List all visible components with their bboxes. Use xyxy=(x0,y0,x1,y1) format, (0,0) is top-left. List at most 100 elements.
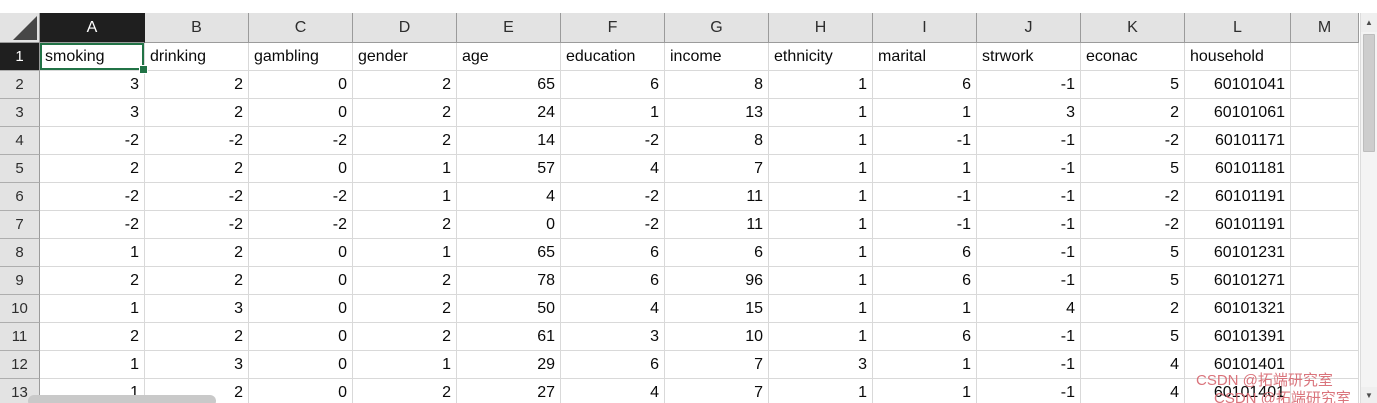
cell-B8[interactable]: 2 xyxy=(145,239,249,267)
row-header-4[interactable]: 4 xyxy=(0,127,40,155)
cell-G12[interactable]: 7 xyxy=(665,351,769,379)
cell-F6[interactable]: -2 xyxy=(561,183,665,211)
cell-B12[interactable]: 3 xyxy=(145,351,249,379)
cell-I4[interactable]: -1 xyxy=(873,127,977,155)
cell-I13[interactable]: 1 xyxy=(873,379,977,403)
cell-C5[interactable]: 0 xyxy=(249,155,353,183)
fill-handle[interactable] xyxy=(139,65,148,74)
cell-K12[interactable]: 4 xyxy=(1081,351,1185,379)
cell-G6[interactable]: 11 xyxy=(665,183,769,211)
row-header-5[interactable]: 5 xyxy=(0,155,40,183)
cell-F10[interactable]: 4 xyxy=(561,295,665,323)
cell-E7[interactable]: 0 xyxy=(457,211,561,239)
cell-J4[interactable]: -1 xyxy=(977,127,1081,155)
cell-C3[interactable]: 0 xyxy=(249,99,353,127)
cell-G7[interactable]: 11 xyxy=(665,211,769,239)
cell-K9[interactable]: 5 xyxy=(1081,267,1185,295)
cell-A12[interactable]: 1 xyxy=(40,351,145,379)
cell-L9[interactable]: 60101271 xyxy=(1185,267,1291,295)
row-header-12[interactable]: 12 xyxy=(0,351,40,379)
cell-D11[interactable]: 2 xyxy=(353,323,457,351)
cell-J8[interactable]: -1 xyxy=(977,239,1081,267)
row-header-10[interactable]: 10 xyxy=(0,295,40,323)
cell-D8[interactable]: 1 xyxy=(353,239,457,267)
vertical-scrollbar[interactable]: ▲ ▼ xyxy=(1360,13,1377,403)
cell-M7[interactable] xyxy=(1291,211,1359,239)
cell-G10[interactable]: 15 xyxy=(665,295,769,323)
column-header-G[interactable]: G xyxy=(665,13,769,43)
cell-K1[interactable]: econac xyxy=(1081,43,1185,71)
row-header-13[interactable]: 13 xyxy=(0,379,40,403)
cell-I12[interactable]: 1 xyxy=(873,351,977,379)
cell-J3[interactable]: 3 xyxy=(977,99,1081,127)
cell-K10[interactable]: 2 xyxy=(1081,295,1185,323)
cell-I7[interactable]: -1 xyxy=(873,211,977,239)
cell-M3[interactable] xyxy=(1291,99,1359,127)
cell-L6[interactable]: 60101191 xyxy=(1185,183,1291,211)
cell-C8[interactable]: 0 xyxy=(249,239,353,267)
cell-L4[interactable]: 60101171 xyxy=(1185,127,1291,155)
cell-K8[interactable]: 5 xyxy=(1081,239,1185,267)
cell-B7[interactable]: -2 xyxy=(145,211,249,239)
cell-E6[interactable]: 4 xyxy=(457,183,561,211)
cell-G1[interactable]: income xyxy=(665,43,769,71)
cell-A3[interactable]: 3 xyxy=(40,99,145,127)
cell-L11[interactable]: 60101391 xyxy=(1185,323,1291,351)
cell-A5[interactable]: 2 xyxy=(40,155,145,183)
cell-G8[interactable]: 6 xyxy=(665,239,769,267)
cell-D4[interactable]: 2 xyxy=(353,127,457,155)
cell-E2[interactable]: 65 xyxy=(457,71,561,99)
column-header-M[interactable]: M xyxy=(1291,13,1359,43)
cell-J12[interactable]: -1 xyxy=(977,351,1081,379)
cell-G5[interactable]: 7 xyxy=(665,155,769,183)
cell-I3[interactable]: 1 xyxy=(873,99,977,127)
cell-K5[interactable]: 5 xyxy=(1081,155,1185,183)
cell-C1[interactable]: gambling xyxy=(249,43,353,71)
cell-M10[interactable] xyxy=(1291,295,1359,323)
cell-B10[interactable]: 3 xyxy=(145,295,249,323)
column-header-A[interactable]: A xyxy=(40,13,145,43)
cell-I2[interactable]: 6 xyxy=(873,71,977,99)
cell-D1[interactable]: gender xyxy=(353,43,457,71)
cell-B5[interactable]: 2 xyxy=(145,155,249,183)
cell-A8[interactable]: 1 xyxy=(40,239,145,267)
cell-L2[interactable]: 60101041 xyxy=(1185,71,1291,99)
cell-H5[interactable]: 1 xyxy=(769,155,873,183)
cell-G4[interactable]: 8 xyxy=(665,127,769,155)
cell-I10[interactable]: 1 xyxy=(873,295,977,323)
cell-A6[interactable]: -2 xyxy=(40,183,145,211)
column-header-I[interactable]: I xyxy=(873,13,977,43)
cell-K4[interactable]: -2 xyxy=(1081,127,1185,155)
cell-I6[interactable]: -1 xyxy=(873,183,977,211)
cell-F1[interactable]: education xyxy=(561,43,665,71)
cell-C7[interactable]: -2 xyxy=(249,211,353,239)
column-header-F[interactable]: F xyxy=(561,13,665,43)
row-header-8[interactable]: 8 xyxy=(0,239,40,267)
cell-H9[interactable]: 1 xyxy=(769,267,873,295)
cell-H13[interactable]: 1 xyxy=(769,379,873,403)
cell-L7[interactable]: 60101191 xyxy=(1185,211,1291,239)
column-header-B[interactable]: B xyxy=(145,13,249,43)
cell-K11[interactable]: 5 xyxy=(1081,323,1185,351)
row-header-11[interactable]: 11 xyxy=(0,323,40,351)
cell-H1[interactable]: ethnicity xyxy=(769,43,873,71)
column-header-C[interactable]: C xyxy=(249,13,353,43)
cell-A7[interactable]: -2 xyxy=(40,211,145,239)
cell-A1[interactable]: smoking xyxy=(40,43,148,74)
cell-J2[interactable]: -1 xyxy=(977,71,1081,99)
cell-E10[interactable]: 50 xyxy=(457,295,561,323)
cell-C12[interactable]: 0 xyxy=(249,351,353,379)
row-header-1[interactable]: 1 xyxy=(0,43,40,71)
cell-D10[interactable]: 2 xyxy=(353,295,457,323)
cell-A9[interactable]: 2 xyxy=(40,267,145,295)
horizontal-scrollbar-thumb[interactable] xyxy=(28,395,216,403)
cell-E13[interactable]: 27 xyxy=(457,379,561,403)
column-header-K[interactable]: K xyxy=(1081,13,1185,43)
cell-D7[interactable]: 2 xyxy=(353,211,457,239)
cell-A11[interactable]: 2 xyxy=(40,323,145,351)
cell-L10[interactable]: 60101321 xyxy=(1185,295,1291,323)
cell-B3[interactable]: 2 xyxy=(145,99,249,127)
cell-K3[interactable]: 2 xyxy=(1081,99,1185,127)
cell-G11[interactable]: 10 xyxy=(665,323,769,351)
cell-D9[interactable]: 2 xyxy=(353,267,457,295)
